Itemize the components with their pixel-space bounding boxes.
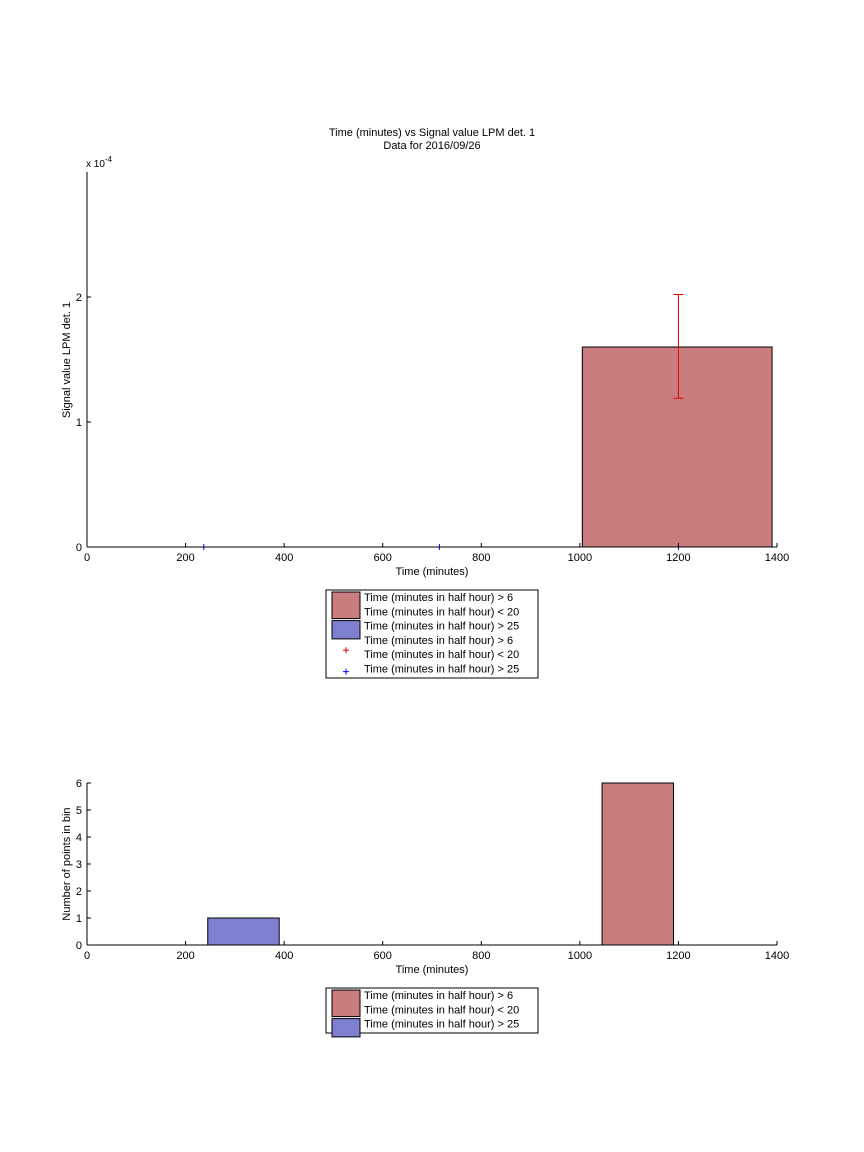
x-tick-label: 400 xyxy=(275,552,293,564)
legend-swatch xyxy=(331,989,361,1018)
x-tick-label: 600 xyxy=(374,552,392,564)
x-tick-label: 200 xyxy=(176,950,194,962)
legend-label: Time (minutes in half hour) > 25 xyxy=(364,1019,519,1031)
y-tick-label: 3 xyxy=(76,859,82,871)
bar xyxy=(581,346,773,548)
legend-swatch xyxy=(331,591,361,620)
y-exponent-power: -4 xyxy=(105,155,113,164)
y-tick-label: 1 xyxy=(76,913,82,925)
x-tick-label: 200 xyxy=(176,552,194,564)
legend-swatch xyxy=(331,620,361,640)
x-tick-label: 1000 xyxy=(568,552,592,564)
x-tick-label: 0 xyxy=(84,552,90,564)
legend-label: Time (minutes in half hour) < 20 xyxy=(364,606,519,618)
legend-label: Time (minutes in half hour) > 6 xyxy=(364,635,513,647)
count-chart: 0 200 400 600 800 1000 1200 1400 0 1 2 3 4 5 6 Time (m… xyxy=(61,778,789,1038)
y-tick-label: 0 xyxy=(76,542,82,554)
y-axis-label: Signal value LPM det. 1 xyxy=(61,302,73,418)
x-tick-label: 600 xyxy=(374,950,392,962)
x-tick-label: 1200 xyxy=(666,552,690,564)
y-tick-label: 5 xyxy=(76,805,82,817)
legend: Time (minutes in half hour) > 6 Time (min… xyxy=(325,589,539,679)
legend-label: Time (minutes in half hour) > 25 xyxy=(364,664,519,676)
legend-label: Time (minutes in half hour) < 20 xyxy=(364,649,519,661)
y-exponent-label: x 10-4 xyxy=(86,155,113,170)
legend-label: Time (minutes in half hour) > 6 xyxy=(364,990,513,1002)
legend-label: Time (minutes in half hour) > 6 xyxy=(364,592,513,604)
y-exponent-base: x 10 xyxy=(86,159,105,170)
x-tick-label: 400 xyxy=(275,950,293,962)
plot-area: 0 200 400 600 800 1000 1200 1400 0 1 2 xyxy=(76,172,789,564)
x-tick-label: 800 xyxy=(472,950,490,962)
y-tick-label: 0 xyxy=(76,940,82,952)
y-tick-label: 4 xyxy=(76,832,82,844)
chart-subtitle: Data for 2016/09/26 xyxy=(383,140,480,152)
legend-box xyxy=(325,589,539,679)
x-axis-label: Time (minutes) xyxy=(396,964,469,976)
plot-area: 0 200 400 600 800 1000 1200 1400 0 1 2 3 4 5 6 xyxy=(76,778,789,962)
x-tick-label: 1400 xyxy=(765,552,789,564)
chart-title: Time (minutes) vs Signal value LPM det. … xyxy=(329,127,535,139)
y-tick-label: 1 xyxy=(76,417,82,429)
y-tick-label: 2 xyxy=(76,292,82,304)
x-tick-label: 1200 xyxy=(666,950,690,962)
legend-label: Time (minutes in half hour) > 25 xyxy=(364,621,519,633)
x-axis-label: Time (minutes) xyxy=(396,566,469,578)
y-tick-label: 6 xyxy=(76,778,82,790)
legend-label: Time (minutes in half hour) < 20 xyxy=(364,1004,519,1016)
y-axis-label: Number of points in bin xyxy=(61,807,73,920)
legend-box xyxy=(325,987,539,1034)
legend-swatch xyxy=(331,1018,361,1038)
bar xyxy=(601,782,674,946)
x-tick-label: 800 xyxy=(472,552,490,564)
x-tick-label: 0 xyxy=(84,950,90,962)
y-tick-label: 2 xyxy=(76,886,82,898)
legend: Time (minutes in half hour) > 6 Time (min… xyxy=(325,987,539,1038)
bar xyxy=(207,917,280,946)
signal-chart: Time (minutes) vs Signal value LPM det. … xyxy=(61,127,789,679)
x-tick-label: 1400 xyxy=(765,950,789,962)
x-tick-label: 1000 xyxy=(568,950,592,962)
